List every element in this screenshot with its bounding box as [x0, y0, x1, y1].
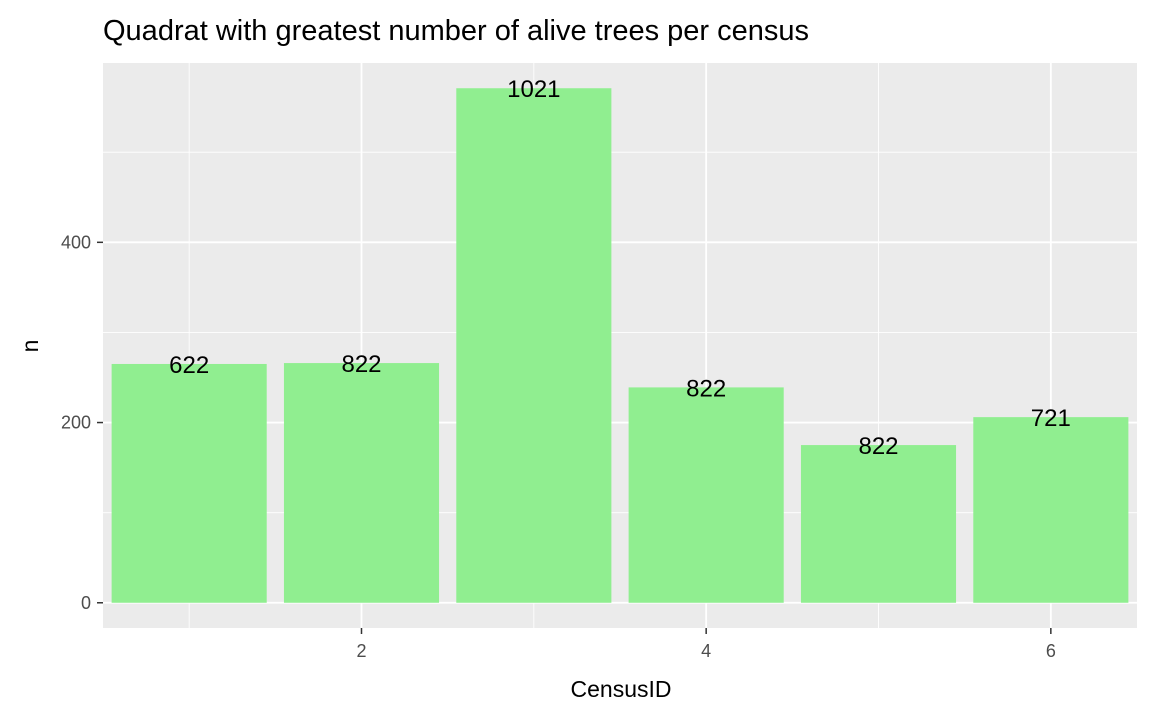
y-axis-title: n — [17, 340, 43, 353]
bar-value-label: 822 — [686, 375, 726, 402]
bar-labels: 622 822 1021 822 822 721 — [169, 76, 1071, 460]
bar-value-label: 622 — [169, 352, 209, 379]
y-axis: 0 200 400 — [61, 232, 103, 613]
x-tick-label: 6 — [1046, 641, 1056, 661]
bars — [111, 88, 1129, 603]
bar — [283, 363, 440, 603]
x-tick-label: 2 — [356, 641, 366, 661]
x-axis-title: CensusID — [571, 676, 672, 702]
bar-value-label: 721 — [1031, 405, 1071, 432]
x-tick-label: 4 — [701, 641, 711, 661]
bar — [456, 88, 612, 603]
bar — [628, 387, 784, 603]
bar-value-label: 822 — [341, 351, 381, 378]
x-axis: 2 4 6 — [356, 628, 1056, 661]
bar — [111, 363, 267, 603]
y-tick-label: 400 — [61, 232, 91, 252]
plot-panel — [103, 63, 1137, 628]
bar — [800, 445, 957, 603]
bar-value-label: 822 — [858, 433, 898, 460]
y-tick-label: 200 — [61, 413, 91, 433]
bar — [973, 417, 1129, 603]
bar-value-label: 1021 — [507, 76, 560, 103]
chart-title: Quadrat with greatest number of alive tr… — [103, 15, 809, 47]
y-tick-label: 0 — [81, 593, 91, 613]
